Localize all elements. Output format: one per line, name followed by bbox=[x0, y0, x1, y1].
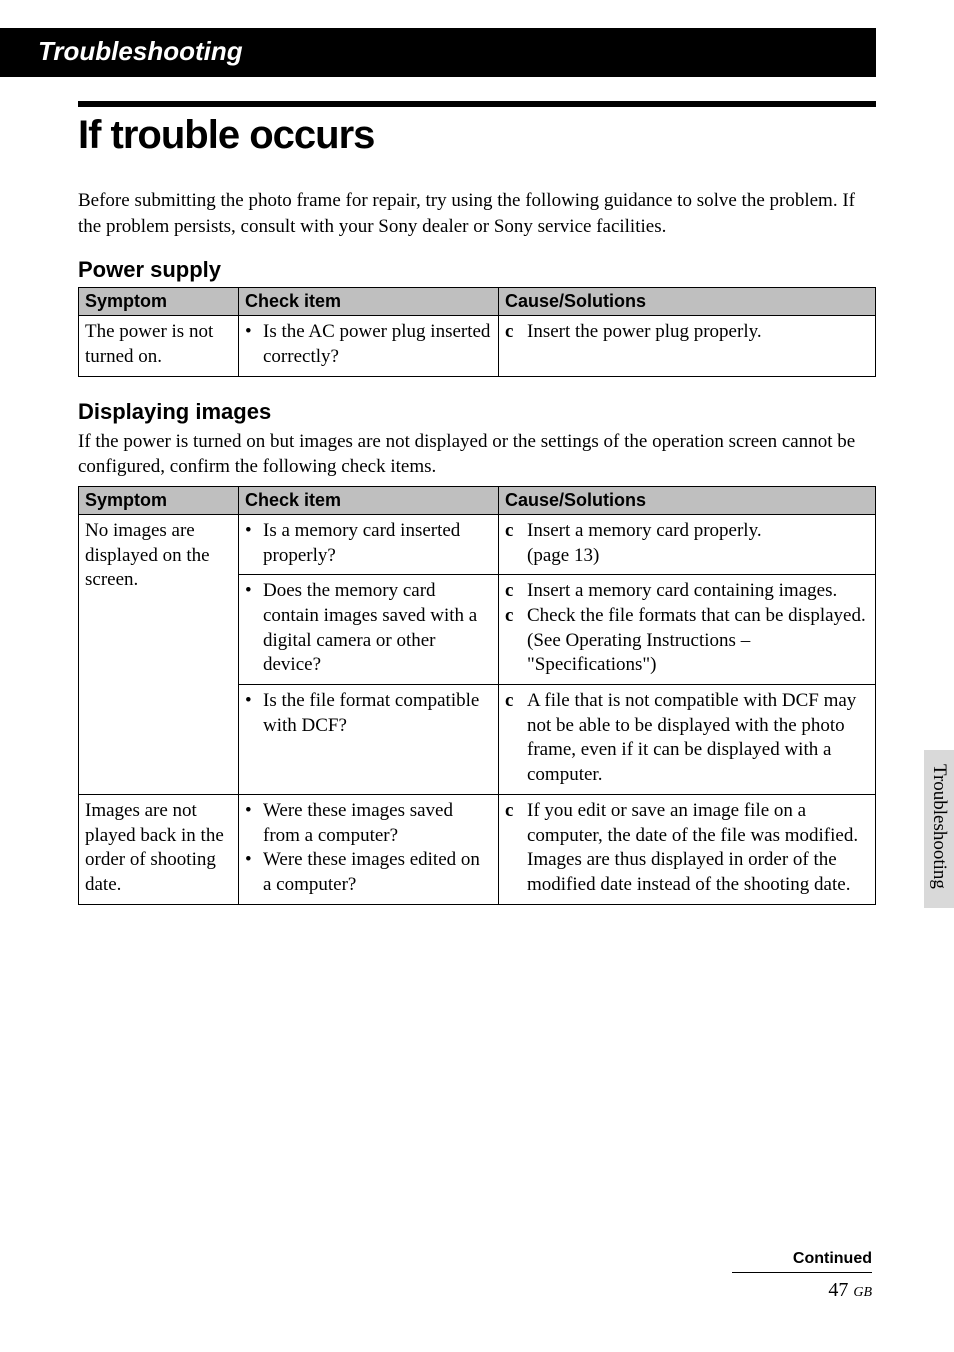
bullet-icon: • bbox=[245, 689, 263, 738]
table-row: No images are displayed on the screen. •… bbox=[79, 514, 876, 574]
page-region: GB bbox=[853, 1285, 872, 1300]
th-check: Check item bbox=[239, 486, 499, 514]
bullet-icon: • bbox=[245, 799, 263, 848]
cell-cause: c Insert the power plug properly. bbox=[499, 316, 876, 376]
check-text: Does the memory card contain images save… bbox=[263, 579, 492, 678]
table-row: The power is not turned on. • Is the AC … bbox=[79, 316, 876, 376]
th-cause: Cause/Solutions bbox=[499, 486, 876, 514]
page-number: 47 GB bbox=[732, 1279, 872, 1302]
cell-check: • Is the file format compatible with DCF… bbox=[239, 685, 499, 795]
arrow-icon: c bbox=[505, 799, 527, 898]
cell-check: • Does the memory card contain images sa… bbox=[239, 575, 499, 685]
check-text: Were these images saved from a computer? bbox=[263, 799, 492, 848]
th-symptom: Symptom bbox=[79, 288, 239, 316]
bullet-icon: • bbox=[245, 519, 263, 568]
arrow-icon: c bbox=[505, 689, 527, 788]
side-tab-label: Troubleshooting bbox=[928, 764, 950, 889]
bullet-icon: • bbox=[245, 579, 263, 678]
continued-label: Continued bbox=[732, 1250, 872, 1268]
cell-check: • Is the AC power plug inserted correctl… bbox=[239, 316, 499, 376]
check-text: Were these images edited on a computer? bbox=[263, 848, 492, 897]
arrow-icon: c bbox=[505, 320, 527, 345]
cell-cause: c Insert a memory card containing images… bbox=[499, 575, 876, 685]
title-rule bbox=[78, 101, 876, 107]
section-display-heading: Displaying images bbox=[78, 399, 876, 425]
cause-subtext: (page 13) bbox=[505, 544, 869, 569]
page-number-value: 47 bbox=[828, 1279, 848, 1301]
cause-text: A file that is not compatible with DCF m… bbox=[527, 689, 869, 788]
bullet-icon: • bbox=[245, 848, 263, 897]
section-power-heading: Power supply bbox=[78, 257, 876, 283]
cause-text: Insert a memory card properly. bbox=[527, 519, 869, 544]
page-title: If trouble occurs bbox=[78, 113, 876, 158]
cause-text: Insert a memory card containing images. bbox=[527, 579, 869, 604]
th-check: Check item bbox=[239, 288, 499, 316]
power-table: Symptom Check item Cause/Solutions The p… bbox=[78, 287, 876, 376]
check-text: Is the file format compatible with DCF? bbox=[263, 689, 492, 738]
cell-symptom: The power is not turned on. bbox=[79, 316, 239, 376]
cell-check: • Were these images saved from a compute… bbox=[239, 794, 499, 904]
chapter-header: Troubleshooting bbox=[0, 28, 876, 77]
table-header-row: Symptom Check item Cause/Solutions bbox=[79, 486, 876, 514]
cause-text: If you edit or save an image file on a c… bbox=[527, 799, 869, 898]
display-table: Symptom Check item Cause/Solutions No im… bbox=[78, 486, 876, 905]
arrow-icon: c bbox=[505, 604, 527, 678]
cell-cause: c Insert a memory card properly. (page 1… bbox=[499, 514, 876, 574]
section-display-note: If the power is turned on but images are… bbox=[78, 429, 876, 480]
th-cause: Cause/Solutions bbox=[499, 288, 876, 316]
cell-symptom: No images are displayed on the screen. bbox=[79, 514, 239, 794]
page-footer: Continued 47 GB bbox=[732, 1250, 872, 1302]
check-text: Is a memory card inserted properly? bbox=[263, 519, 492, 568]
side-tab: Troubleshooting bbox=[924, 750, 954, 908]
cell-check: • Is a memory card inserted properly? bbox=[239, 514, 499, 574]
check-text: Is the AC power plug inserted correctly? bbox=[263, 320, 492, 369]
cause-text: Insert the power plug properly. bbox=[527, 320, 869, 345]
arrow-icon: c bbox=[505, 579, 527, 604]
arrow-icon: c bbox=[505, 519, 527, 544]
cell-cause: c A file that is not compatible with DCF… bbox=[499, 685, 876, 795]
table-row: Images are not played back in the order … bbox=[79, 794, 876, 904]
cell-cause: c If you edit or save an image file on a… bbox=[499, 794, 876, 904]
table-header-row: Symptom Check item Cause/Solutions bbox=[79, 288, 876, 316]
cause-text: Check the file formats that can be displ… bbox=[527, 604, 869, 678]
intro-text: Before submitting the photo frame for re… bbox=[78, 188, 876, 239]
th-symptom: Symptom bbox=[79, 486, 239, 514]
footer-rule bbox=[732, 1272, 872, 1273]
bullet-icon: • bbox=[245, 320, 263, 369]
cell-symptom: Images are not played back in the order … bbox=[79, 794, 239, 904]
